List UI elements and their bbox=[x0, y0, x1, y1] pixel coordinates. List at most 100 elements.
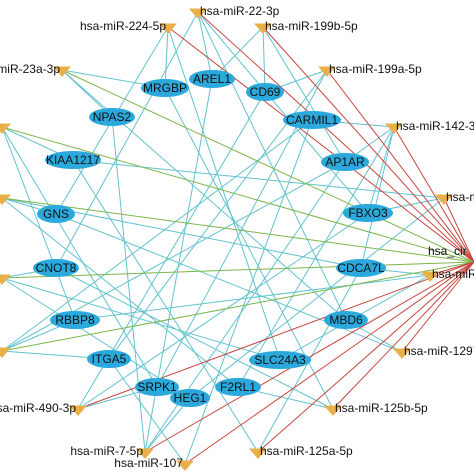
gene-ellipse bbox=[37, 205, 75, 223]
edge-fbxo3-mir22 bbox=[197, 11, 369, 214]
mirna-label: hsa-miR-125a-5p bbox=[260, 444, 353, 458]
gene-node-cd69[interactable]: CD69 bbox=[246, 83, 284, 101]
mirna-node-mir125b[interactable]: hsa-miR-125b-5p bbox=[324, 401, 428, 416]
edge-heg1-mir7 bbox=[144, 397, 191, 453]
edge-circ-mir125b bbox=[332, 261, 474, 410]
gene-label: MBD6 bbox=[329, 313, 363, 327]
edge-circ-mir142 bbox=[393, 126, 474, 263]
edge-circ-mir488 bbox=[1, 261, 474, 352]
gene-ellipse bbox=[215, 378, 261, 396]
gene-node-carmil1[interactable]: CARMIL1 bbox=[283, 111, 341, 129]
mirna-node-mir125a[interactable]: hsa-miR-125a-5p bbox=[249, 444, 353, 459]
edge-arel1-mir199b bbox=[211, 26, 264, 80]
mirna-label: hsa-miR-7-5p bbox=[70, 444, 143, 458]
edge-f2rl1-mir101b bbox=[1, 197, 239, 388]
mirna-node-mir139[interactable]: hsa-miR-139-5 bbox=[435, 190, 474, 205]
gene-ellipse bbox=[33, 259, 79, 277]
mirna-triangle bbox=[53, 66, 71, 77]
edge-mbd6-mir22 bbox=[197, 11, 347, 321]
gene-node-itga5[interactable]: ITGA5 bbox=[87, 350, 131, 368]
mirna-triangle bbox=[385, 123, 403, 134]
gene-node-npas2[interactable]: NPAS2 bbox=[89, 108, 135, 126]
edge-npas2-mir7 bbox=[111, 116, 146, 453]
mirna-triangle bbox=[393, 348, 411, 359]
mirna-node-mir23a[interactable]: hsa-miR-23a-3p bbox=[0, 62, 71, 77]
gene-label: KIAA1217 bbox=[46, 153, 100, 167]
mirna-triangle bbox=[0, 123, 11, 134]
edge-carmil1-mir107 bbox=[184, 119, 313, 465]
mirna-node-mir488[interactable]: -miR-488-3p bbox=[0, 343, 11, 358]
gene-label: CARMIL1 bbox=[286, 113, 338, 127]
mirna-label: hsa-miR-125b-5p bbox=[335, 401, 428, 415]
gene-node-gns[interactable]: GNS bbox=[37, 205, 75, 223]
mirna-node-mir142[interactable]: hsa-miR-142-3p bbox=[385, 119, 474, 134]
gene-node-mrgbp[interactable]: MRGBP bbox=[141, 79, 189, 97]
edge-circ-mir199a bbox=[326, 69, 474, 263]
gene-label: SRPK1 bbox=[137, 380, 177, 394]
gene-node-srpk1[interactable]: SRPK1 bbox=[135, 378, 179, 396]
gene-label: CD69 bbox=[250, 85, 281, 99]
mirna-node-mir199b[interactable]: hsa-miR-199b-5p bbox=[254, 19, 358, 34]
gene-label: MRGBP bbox=[143, 81, 187, 95]
gene-node-fbxo3[interactable]: FBXO3 bbox=[343, 204, 393, 222]
mirna-triangle bbox=[324, 405, 342, 416]
edge-itga5-mir107 bbox=[108, 358, 186, 465]
gene-ellipse bbox=[89, 108, 135, 126]
edge-mrgbp-mir224 bbox=[164, 26, 169, 89]
edge-circ-mir199b bbox=[262, 26, 474, 263]
edge-fbxo3-mir490 bbox=[77, 212, 369, 410]
gene-node-mbd6[interactable]: MBD6 bbox=[324, 311, 368, 329]
gene-label: HEG1 bbox=[174, 391, 207, 405]
circrna-node[interactable]: hsa_cir bbox=[428, 244, 467, 258]
mirna-label: hsa-miR-142-3p bbox=[396, 119, 474, 133]
mirna-node-mir1297[interactable]: hsa-miR-1297 bbox=[393, 344, 474, 359]
edge-slc24a3-mir224 bbox=[167, 26, 281, 361]
gene-node-cdca7l[interactable]: CDCA7L bbox=[336, 259, 386, 277]
mirna-node-mir23b[interactable]: iR-23b-3p bbox=[0, 119, 11, 134]
mirna-node-mir490[interactable]: hsa-miR-490-3p bbox=[0, 401, 87, 416]
edge-circ-mir224 bbox=[167, 26, 474, 263]
gene-ellipse bbox=[321, 153, 369, 171]
mirna-triangle bbox=[254, 23, 272, 34]
gene-ellipse bbox=[170, 389, 210, 407]
mirna-label: hsa-miR-107 bbox=[114, 456, 183, 470]
edge-kiaa1217-mir125a bbox=[72, 159, 259, 453]
gene-node-rbbp8[interactable]: RBBP8 bbox=[50, 311, 100, 329]
mirna-triangle bbox=[318, 66, 336, 77]
gene-ellipse bbox=[343, 204, 393, 222]
mirna-node-mir22[interactable]: hsa-miR-22-3p bbox=[189, 4, 280, 19]
edge-heg1-mir139 bbox=[189, 197, 445, 399]
mirna-node-mir224[interactable]: hsa-miR-224-5p bbox=[80, 19, 177, 34]
gene-node-arel1[interactable]: AREL1 bbox=[189, 70, 235, 88]
gene-node-f2rl1[interactable]: F2RL1 bbox=[215, 378, 261, 396]
gene-node-cnot8[interactable]: CNOT8 bbox=[33, 259, 79, 277]
edge-arel1-mir22 bbox=[197, 11, 213, 80]
mirna-label: hsa-miR-139-5 bbox=[446, 190, 474, 204]
edge-f2rl1-mir142 bbox=[237, 126, 395, 388]
edge-cnot8-mir22 bbox=[55, 11, 199, 269]
mirna-label: hsa-miR-199b-5p bbox=[265, 19, 358, 33]
mirna-triangle bbox=[0, 194, 11, 205]
mirna-node-mir107[interactable]: hsa-miR-107 bbox=[114, 456, 194, 471]
mirna-label: hsa-miR-490-3p bbox=[0, 401, 76, 415]
gene-node-slc24a3[interactable]: SLC24A3 bbox=[249, 351, 311, 369]
mirna-triangle bbox=[435, 194, 453, 205]
edge-srpk1-mir23b bbox=[1, 126, 158, 388]
edge-fbxo3-mir142 bbox=[367, 126, 395, 214]
mirna-triangle bbox=[189, 8, 207, 19]
edge-circ-mir22 bbox=[197, 11, 474, 263]
gene-node-kiaa1217[interactable]: KIAA1217 bbox=[45, 151, 101, 169]
mirna-node-mir7[interactable]: hsa-miR-7-5p bbox=[70, 444, 154, 459]
mirna-node-mir101b[interactable]: 01b-3p bbox=[0, 190, 11, 205]
gene-node-ap1ar[interactable]: AP1AR bbox=[321, 153, 369, 171]
gene-label: FBXO3 bbox=[348, 206, 388, 220]
mirna-triangle bbox=[69, 405, 87, 416]
gene-node-heg1[interactable]: HEG1 bbox=[170, 389, 210, 407]
gene-label: CNOT8 bbox=[36, 261, 77, 275]
mirna-triangle bbox=[249, 448, 267, 459]
mirna-label: hsa-miR-224-5p bbox=[80, 19, 166, 33]
mirna-node-mir425[interactable]: 425-5p bbox=[0, 270, 11, 285]
mirna-node-mir199a[interactable]: hsa-miR-199a-5p bbox=[318, 62, 422, 77]
mirna-node-mir137[interactable]: hsa-miR-137 bbox=[421, 267, 474, 282]
